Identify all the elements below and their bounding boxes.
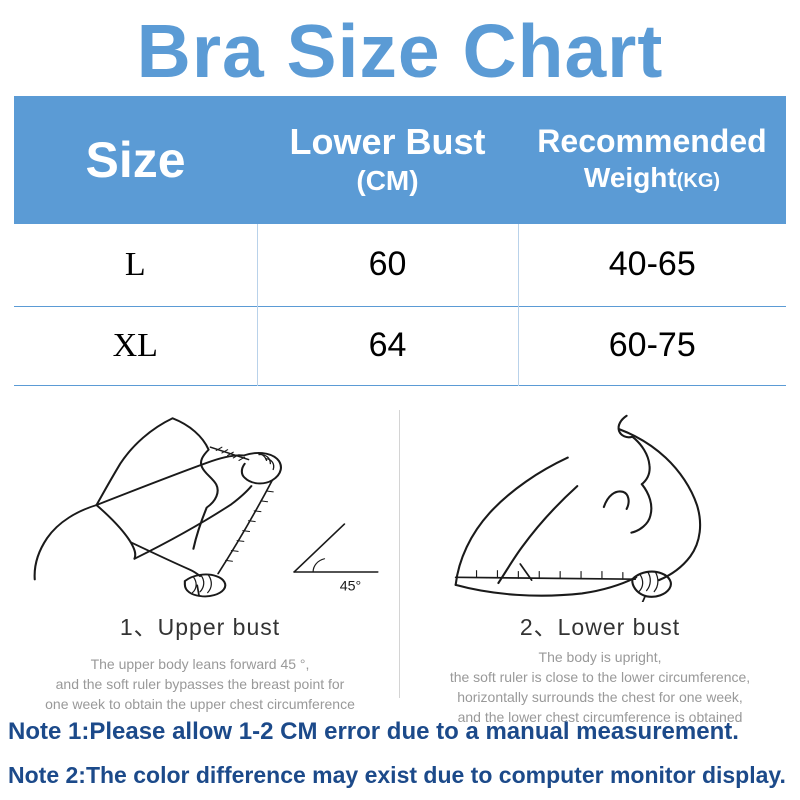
svg-text:45°: 45°	[340, 579, 362, 595]
